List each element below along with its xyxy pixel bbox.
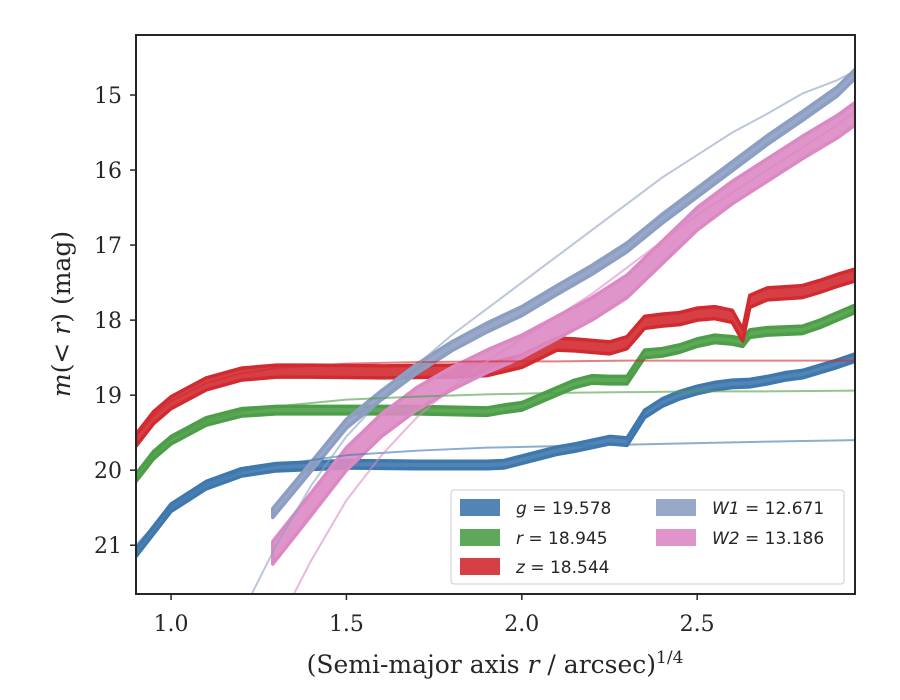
legend-swatch-r (460, 529, 500, 546)
model-line-z (136, 359, 855, 438)
y-tick-label: 15 (94, 84, 122, 109)
x-tick-label: 2.0 (504, 612, 539, 637)
y-tick-label: 21 (94, 534, 122, 559)
model-line-g (136, 439, 855, 546)
legend-label-g: g = 19.578 (516, 499, 611, 519)
legend-swatch-z (460, 558, 500, 575)
legend-swatch-w1 (656, 499, 696, 516)
model-line-w1 (250, 70, 855, 594)
x-tick-label: 2.5 (680, 612, 715, 637)
y-tick-label: 19 (94, 384, 122, 409)
legend-label-z: z = 18.544 (515, 558, 609, 578)
y-axis-label: m(< r) (mag) (47, 231, 76, 397)
legend-entries: g = 19.578 r = 18.945 z = 18.544 W1 = 12.67… (460, 499, 824, 578)
band-g (136, 352, 855, 559)
band-r (136, 303, 855, 484)
x-axis-label: (Semi-major axis r / arcsec)1/4 (307, 648, 684, 679)
legend: g = 19.578 r = 18.945 z = 18.544 W1 = 12.67… (450, 489, 845, 585)
y-tick-label: 20 (94, 459, 122, 484)
y-tick-label: 17 (94, 234, 122, 259)
plot-frame (135, 34, 856, 595)
legend-label-w2: W2 = 13.186 (712, 529, 824, 549)
y-tick-label: 16 (94, 159, 122, 184)
model-line-w2 (292, 110, 855, 594)
band-w1 (271, 67, 855, 520)
x-axis-ticks: 1.0 1.5 2.0 2.5 (154, 594, 715, 637)
y-tick-label: 18 (94, 309, 122, 334)
legend-swatch-w2 (656, 529, 696, 546)
legend-box (450, 489, 845, 585)
legend-swatch-g (460, 499, 500, 516)
y-axis-ticks: 15 16 17 18 19 20 21 (94, 84, 136, 559)
band-w2 (271, 100, 855, 566)
model-curves (136, 70, 855, 594)
legend-label-w1: W1 = 12.671 (712, 499, 824, 519)
legend-label-r: r = 18.945 (516, 529, 608, 549)
x-tick-label: 1.0 (154, 612, 189, 637)
observed-curve-bands (136, 67, 855, 566)
x-tick-label: 1.5 (329, 612, 364, 637)
